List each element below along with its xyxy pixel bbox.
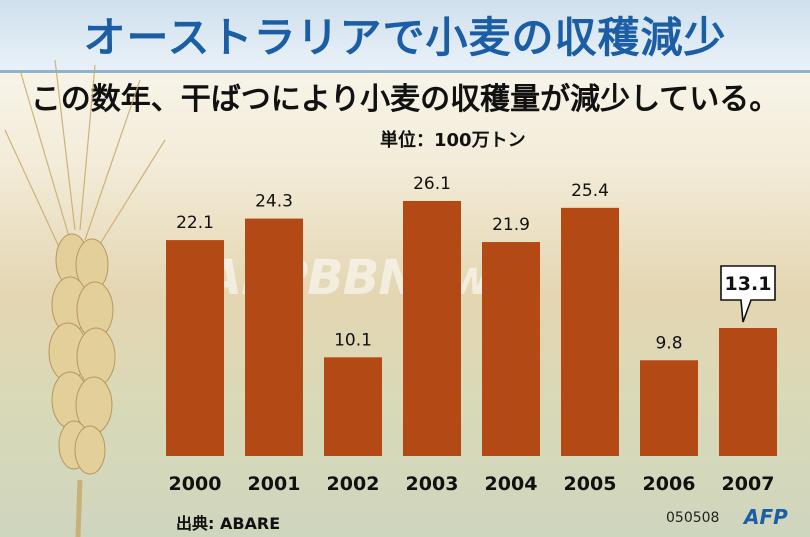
value-label-2002: 10.1 xyxy=(334,330,372,350)
title-bar xyxy=(0,0,810,73)
value-label-2004: 21.9 xyxy=(492,215,530,235)
bar-2003 xyxy=(403,201,461,456)
x-tick-2002: 2002 xyxy=(327,473,380,495)
value-label-2001: 24.3 xyxy=(255,192,293,212)
bar-2005 xyxy=(561,207,619,456)
x-tick-2001: 2001 xyxy=(248,473,301,495)
bar-2007 xyxy=(719,328,777,456)
source-note: 出典: ABARE xyxy=(176,514,281,533)
value-label-2005: 25.4 xyxy=(571,181,609,201)
value-label-2003: 26.1 xyxy=(413,174,451,194)
x-tick-2007: 2007 xyxy=(722,473,775,495)
bar-2002 xyxy=(324,357,382,456)
value-label-2000: 22.1 xyxy=(176,213,214,233)
bar-2001 xyxy=(245,218,303,456)
bar-2004 xyxy=(482,242,540,456)
value-label-2007: 13.1 xyxy=(725,273,772,295)
x-tick-2005: 2005 xyxy=(564,473,617,495)
figure-code: 050508 xyxy=(666,510,720,526)
x-tick-2006: 2006 xyxy=(643,473,696,495)
chart-subtitle: この数年、干ばつにより小麦の収穫量が減少している。 xyxy=(30,82,780,117)
bar-2000 xyxy=(166,240,224,456)
unit-label: 単位：100万トン xyxy=(380,130,526,151)
wheat-illustration xyxy=(4,60,166,537)
afp-logo: AFP xyxy=(744,505,788,529)
highlight-callout xyxy=(720,265,776,323)
chart-title: オーストラリアで小麦の収穫減少 xyxy=(83,13,727,62)
value-label-2006: 9.8 xyxy=(655,333,682,353)
x-tick-2004: 2004 xyxy=(485,473,538,495)
x-tick-2003: 2003 xyxy=(406,473,459,495)
bar-2006 xyxy=(640,360,698,456)
x-tick-2000: 2000 xyxy=(169,473,222,495)
